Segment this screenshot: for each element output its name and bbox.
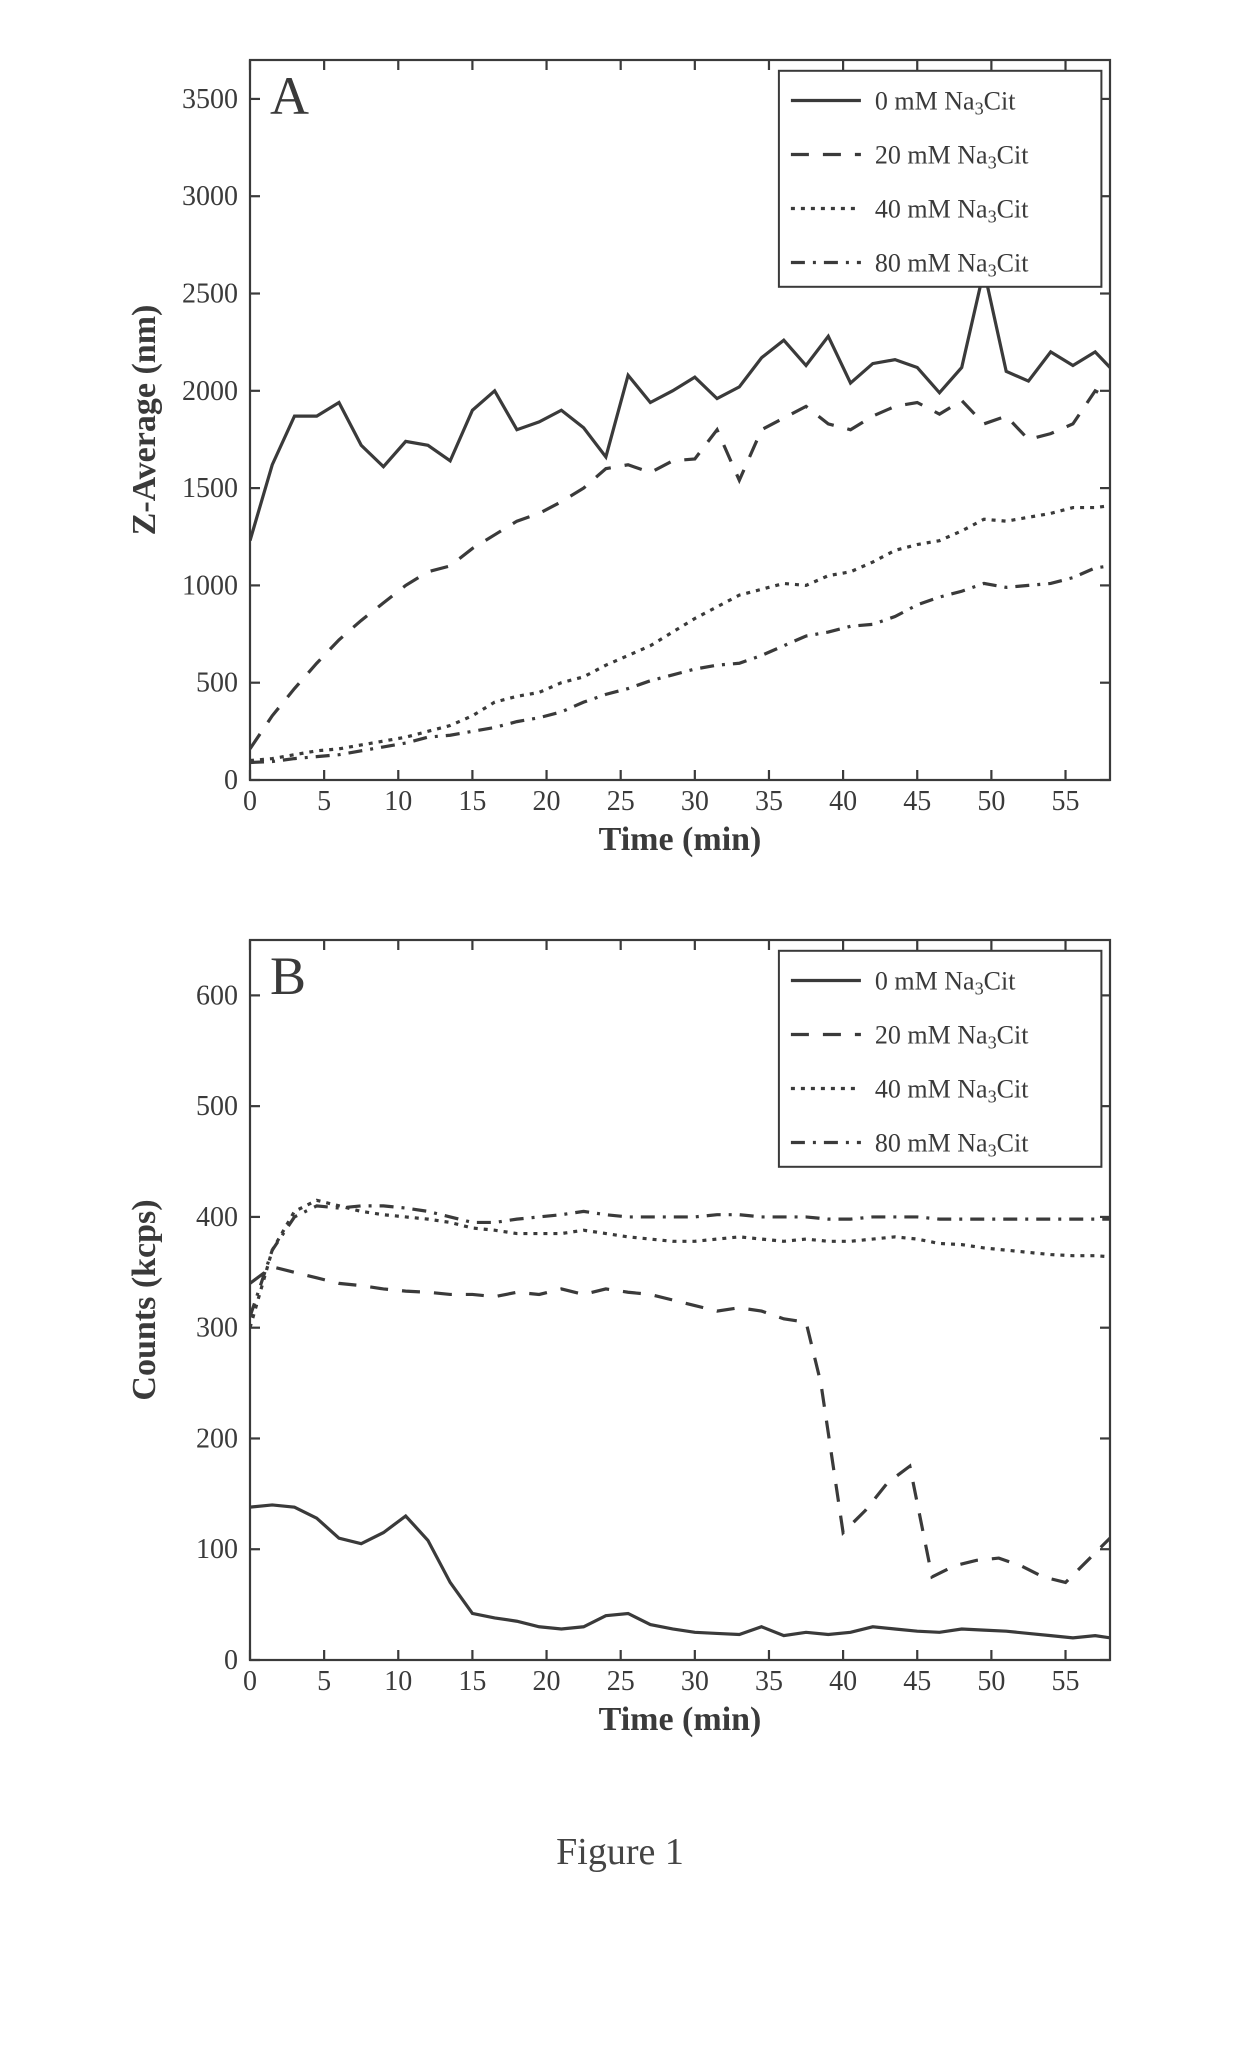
svg-text:0: 0 bbox=[243, 786, 257, 817]
svg-text:5: 5 bbox=[317, 786, 331, 817]
series-s20 bbox=[250, 391, 1110, 749]
svg-text:200: 200 bbox=[196, 1423, 238, 1454]
svg-text:100: 100 bbox=[196, 1534, 238, 1565]
svg-text:40: 40 bbox=[829, 1666, 857, 1697]
svg-text:0: 0 bbox=[243, 1666, 257, 1697]
svg-text:55: 55 bbox=[1052, 786, 1080, 817]
legend-item-s40: 40 mM Na3Cit bbox=[875, 1075, 1029, 1107]
svg-text:45: 45 bbox=[903, 1666, 931, 1697]
svg-text:15: 15 bbox=[458, 1666, 486, 1697]
legend-item-s20: 20 mM Na3Cit bbox=[875, 141, 1029, 173]
svg-text:400: 400 bbox=[196, 1202, 238, 1233]
svg-text:50: 50 bbox=[977, 786, 1005, 817]
legend-item-s40: 40 mM Na3Cit bbox=[875, 195, 1029, 227]
svg-text:50: 50 bbox=[977, 1666, 1005, 1697]
svg-text:3000: 3000 bbox=[182, 181, 238, 212]
svg-text:2000: 2000 bbox=[182, 376, 238, 407]
svg-text:Z-Average (nm): Z-Average (nm) bbox=[126, 305, 163, 536]
figure-caption: Figure 1 bbox=[556, 1830, 684, 1874]
series-s0 bbox=[250, 270, 1110, 540]
svg-text:3500: 3500 bbox=[182, 84, 238, 115]
svg-text:5: 5 bbox=[317, 1666, 331, 1697]
svg-text:600: 600 bbox=[196, 980, 238, 1011]
svg-text:300: 300 bbox=[196, 1313, 238, 1344]
svg-text:1500: 1500 bbox=[182, 473, 238, 504]
svg-text:25: 25 bbox=[607, 1666, 635, 1697]
legend-item-s0: 0 mM Na3Cit bbox=[875, 967, 1016, 999]
svg-text:500: 500 bbox=[196, 668, 238, 699]
svg-text:25: 25 bbox=[607, 786, 635, 817]
svg-text:Time (min): Time (min) bbox=[599, 821, 762, 858]
svg-text:0: 0 bbox=[224, 765, 238, 796]
svg-text:45: 45 bbox=[903, 786, 931, 817]
panel-label: A bbox=[270, 66, 309, 126]
legend-item-s20: 20 mM Na3Cit bbox=[875, 1021, 1029, 1053]
svg-text:10: 10 bbox=[384, 1666, 412, 1697]
svg-text:35: 35 bbox=[755, 1666, 783, 1697]
svg-text:20: 20 bbox=[533, 786, 561, 817]
svg-text:35: 35 bbox=[755, 786, 783, 817]
svg-text:20: 20 bbox=[533, 1666, 561, 1697]
svg-text:1000: 1000 bbox=[182, 570, 238, 601]
legend-item-s80: 80 mM Na3Cit bbox=[875, 249, 1029, 281]
panel-a: 0 5 10 15 20 25 30 35 40 45 50 55 0 500 1000 1500 2000 25… bbox=[110, 40, 1130, 880]
svg-text:55: 55 bbox=[1052, 1666, 1080, 1697]
svg-text:Counts (kcps): Counts (kcps) bbox=[126, 1199, 163, 1400]
svg-text:10: 10 bbox=[384, 786, 412, 817]
panel-b: 0 5 10 15 20 25 30 35 40 45 50 55 0 100 200 300 400 500 60… bbox=[110, 920, 1130, 1760]
legend-item-s80: 80 mM Na3Cit bbox=[875, 1129, 1029, 1161]
series-s0 bbox=[250, 1505, 1110, 1638]
series-s80 bbox=[250, 1206, 1110, 1317]
svg-text:40: 40 bbox=[829, 786, 857, 817]
svg-text:2500: 2500 bbox=[182, 279, 238, 310]
svg-text:30: 30 bbox=[681, 1666, 709, 1697]
series-s40 bbox=[250, 506, 1110, 761]
svg-text:Time (min): Time (min) bbox=[599, 1701, 762, 1738]
svg-text:15: 15 bbox=[458, 786, 486, 817]
figure-page: 0510152025303540455055050010001500200025… bbox=[0, 0, 1240, 1934]
series-s80 bbox=[250, 566, 1110, 763]
legend-item-s0: 0 mM Na3Cit bbox=[875, 87, 1016, 119]
svg-text:0: 0 bbox=[224, 1645, 238, 1676]
panel-b-svg: 0 5 10 15 20 25 30 35 40 45 50 55 0 100 200 300 400 500 60… bbox=[110, 920, 1130, 1760]
svg-text:30: 30 bbox=[681, 786, 709, 817]
svg-text:500: 500 bbox=[196, 1091, 238, 1122]
panel-a-svg: 0 5 10 15 20 25 30 35 40 45 50 55 0 500 1000 1500 2000 25… bbox=[110, 40, 1130, 880]
panel-label: B bbox=[270, 946, 306, 1006]
